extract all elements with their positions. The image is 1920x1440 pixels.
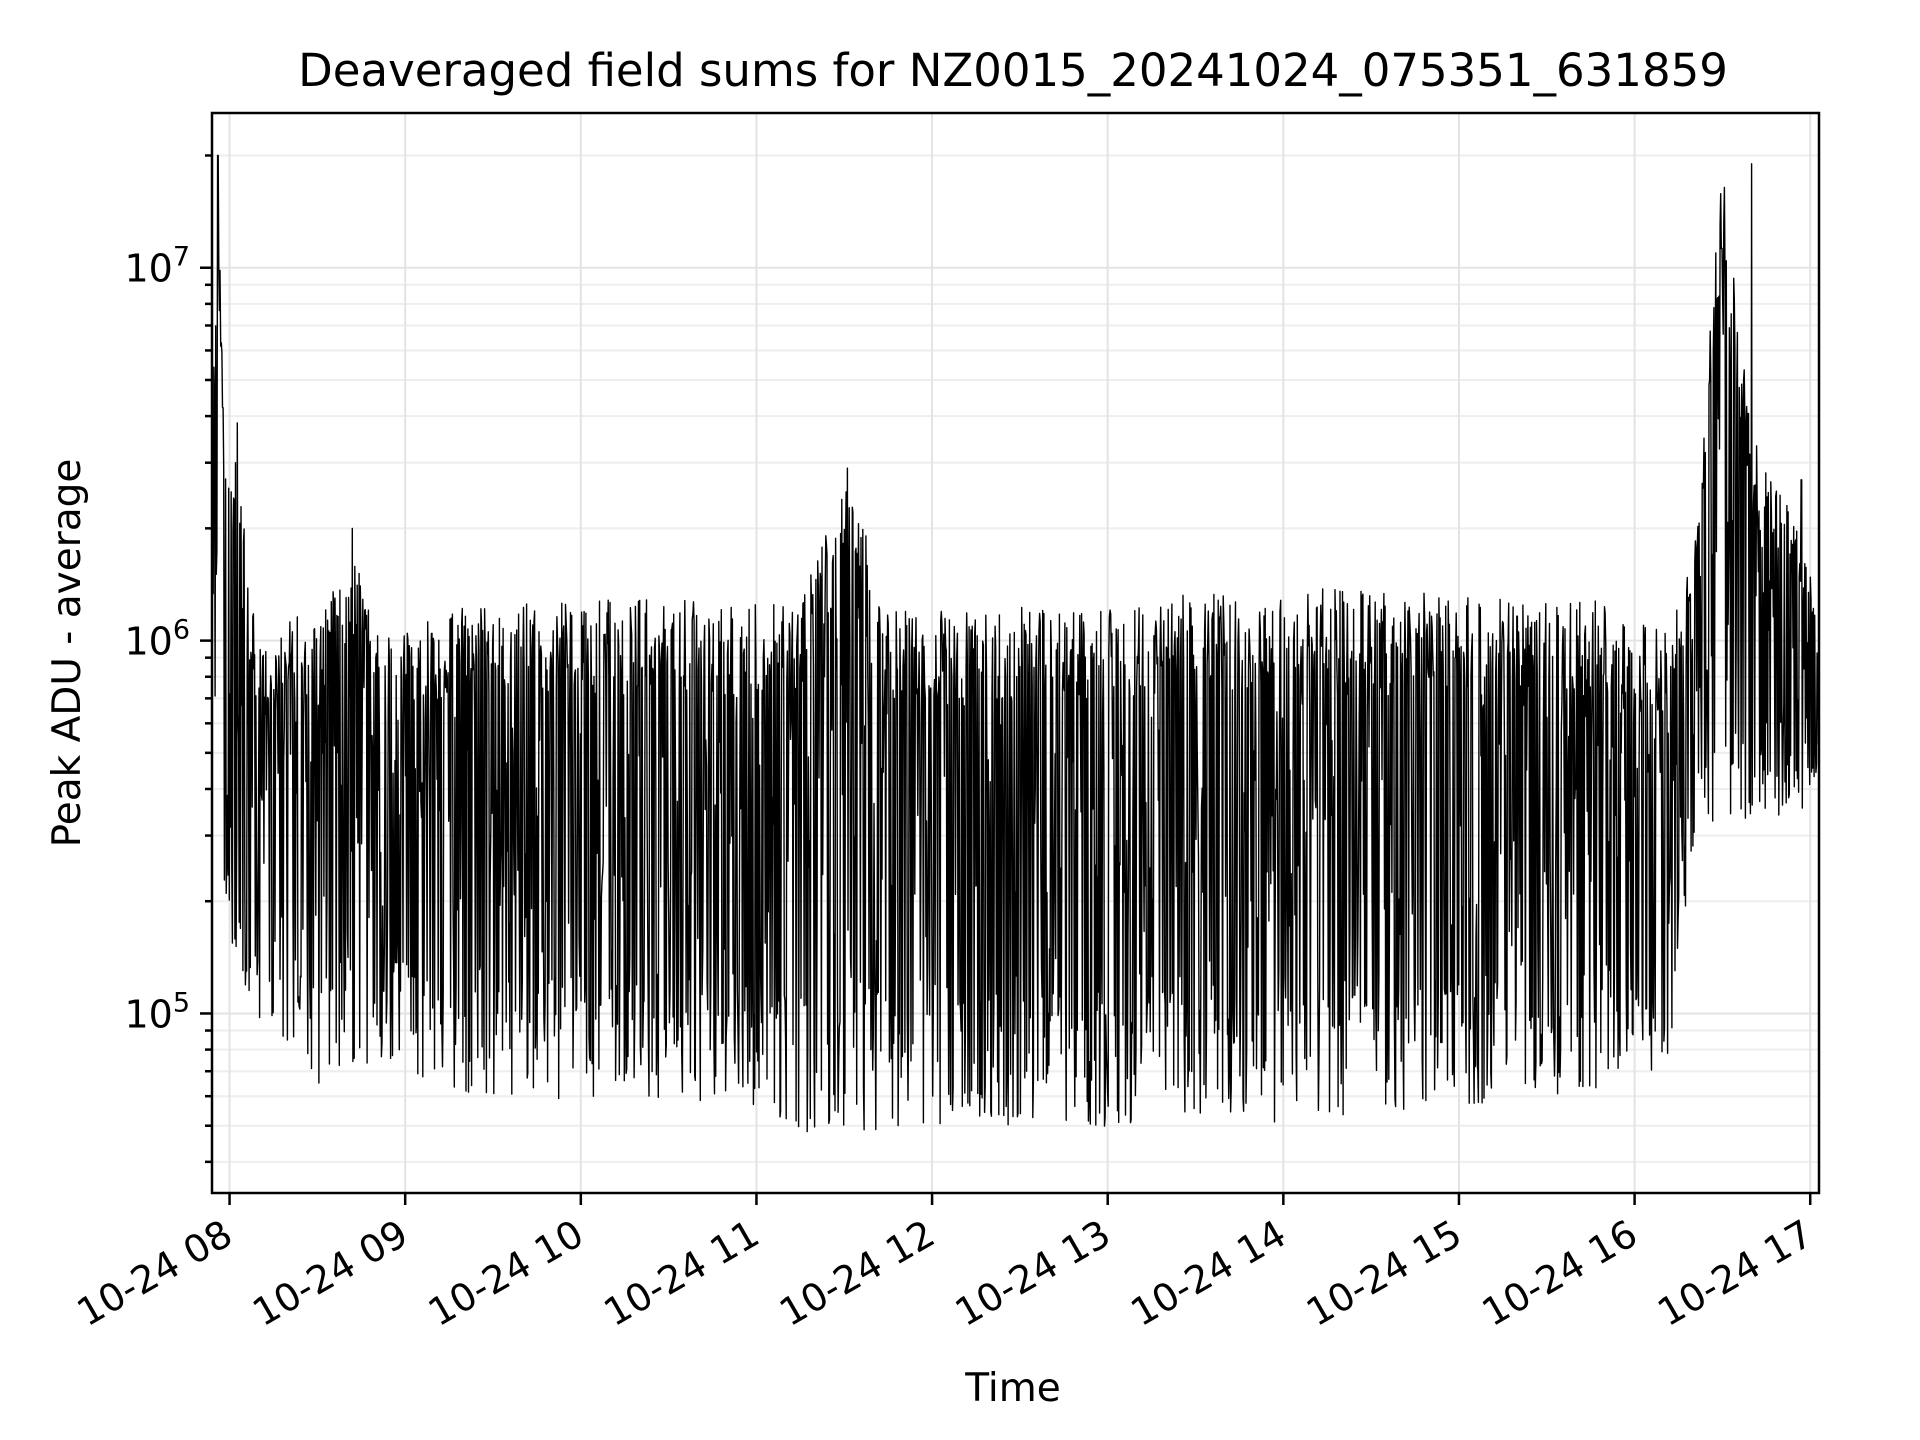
y-axis: 105 106 107 [124,154,212,1164]
y-tick-label: 105 [124,987,190,1036]
y-axis-label: Peak ADU - average [45,459,90,848]
y-tick-label: 107 [124,242,190,291]
y-tick-label: 106 [124,615,190,664]
x-axis-label: Time [964,1366,1060,1411]
series-line [211,154,1820,1133]
plot-frame [210,111,1821,1195]
chart-title: Deaveraged field sums for NZ0015_2024102… [298,44,1728,97]
series-layer [211,154,1820,1133]
